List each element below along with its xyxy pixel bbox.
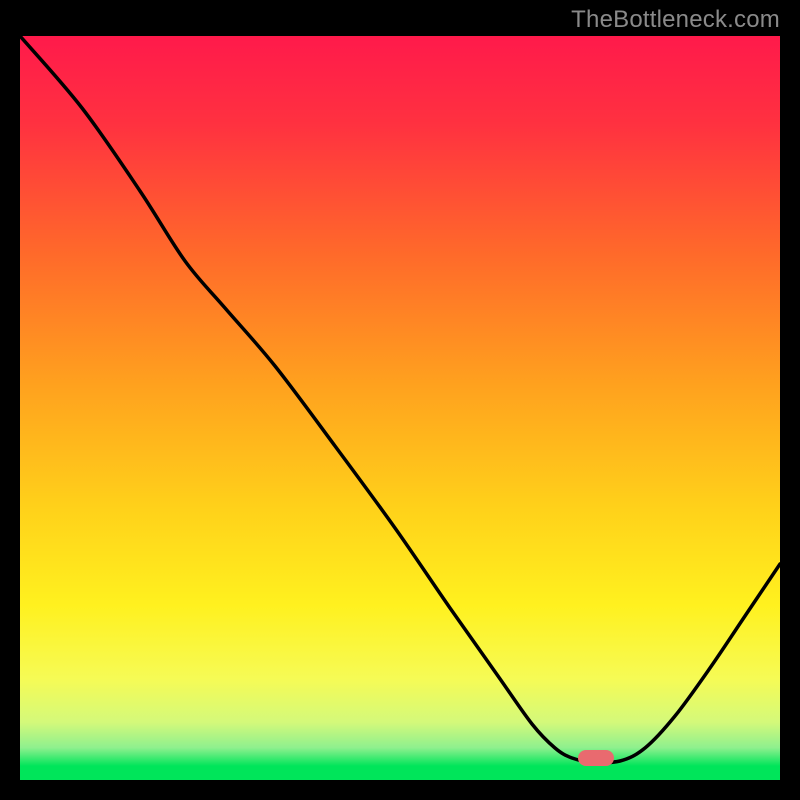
baseline-strip — [20, 766, 780, 780]
gradient-background — [20, 36, 780, 766]
optimal-point-marker — [578, 750, 614, 766]
plot-area — [20, 36, 780, 766]
bottleneck-chart — [20, 36, 780, 766]
chart-frame — [20, 36, 780, 780]
watermark-text: TheBottleneck.com — [571, 6, 780, 34]
